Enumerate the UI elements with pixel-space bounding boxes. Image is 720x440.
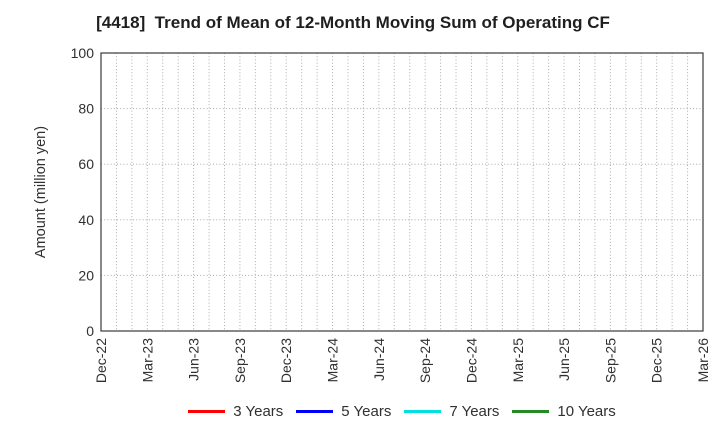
x-tick-label: Dec-25: [649, 338, 665, 383]
x-tick-label: Sep-25: [602, 338, 618, 383]
legend: 3 Years 5 Years 7 Years 10 Years: [84, 403, 720, 420]
legend-line-swatch-5-years: [296, 410, 334, 413]
x-tick-label: Dec-23: [278, 338, 294, 383]
y-tick-label: 60: [78, 156, 94, 172]
x-tick-label: Dec-24: [463, 338, 479, 383]
legend-label-10-years: 10 Years: [557, 403, 616, 420]
x-tick-label: Jun-25: [556, 338, 572, 381]
y-tick-label: 100: [71, 45, 95, 61]
legend-item-5-years: 5 Years: [296, 403, 391, 420]
legend-label-7-years: 7 Years: [449, 403, 500, 420]
x-tick-label: Jun-23: [186, 338, 202, 381]
y-tick-label: 20: [78, 267, 94, 283]
y-tick-label: 40: [78, 212, 94, 228]
y-tick-label: 80: [78, 101, 94, 117]
legend-line-swatch-10-years: [512, 410, 550, 413]
x-tick-label: Dec-22: [93, 338, 109, 383]
x-tick-label: Sep-23: [232, 338, 248, 383]
x-tick-label: Mar-26: [695, 338, 711, 383]
legend-item-10-years: 10 Years: [512, 403, 616, 420]
chart-title: [4418] Trend of Mean of 12-Month Moving …: [96, 13, 610, 32]
legend-label-3-years: 3 Years: [233, 403, 284, 420]
x-tick-label: Jun-24: [371, 338, 387, 381]
x-tick-label: Mar-24: [325, 338, 341, 383]
legend-label-5-years: 5 Years: [341, 403, 392, 420]
legend-line-swatch-7-years: [404, 410, 442, 413]
x-tick-label: Sep-24: [417, 338, 433, 383]
x-tick-label: Mar-25: [510, 338, 526, 383]
legend-item-7-years: 7 Years: [404, 403, 499, 420]
legend-line-swatch-3-years: [188, 410, 226, 413]
x-tick-label: Mar-23: [139, 338, 155, 383]
y-axis-label: Amount (million yen): [33, 126, 49, 258]
plot-spines: [100, 52, 704, 332]
y-tick-label: 0: [86, 323, 94, 339]
legend-item-3-years: 3 Years: [188, 403, 283, 420]
